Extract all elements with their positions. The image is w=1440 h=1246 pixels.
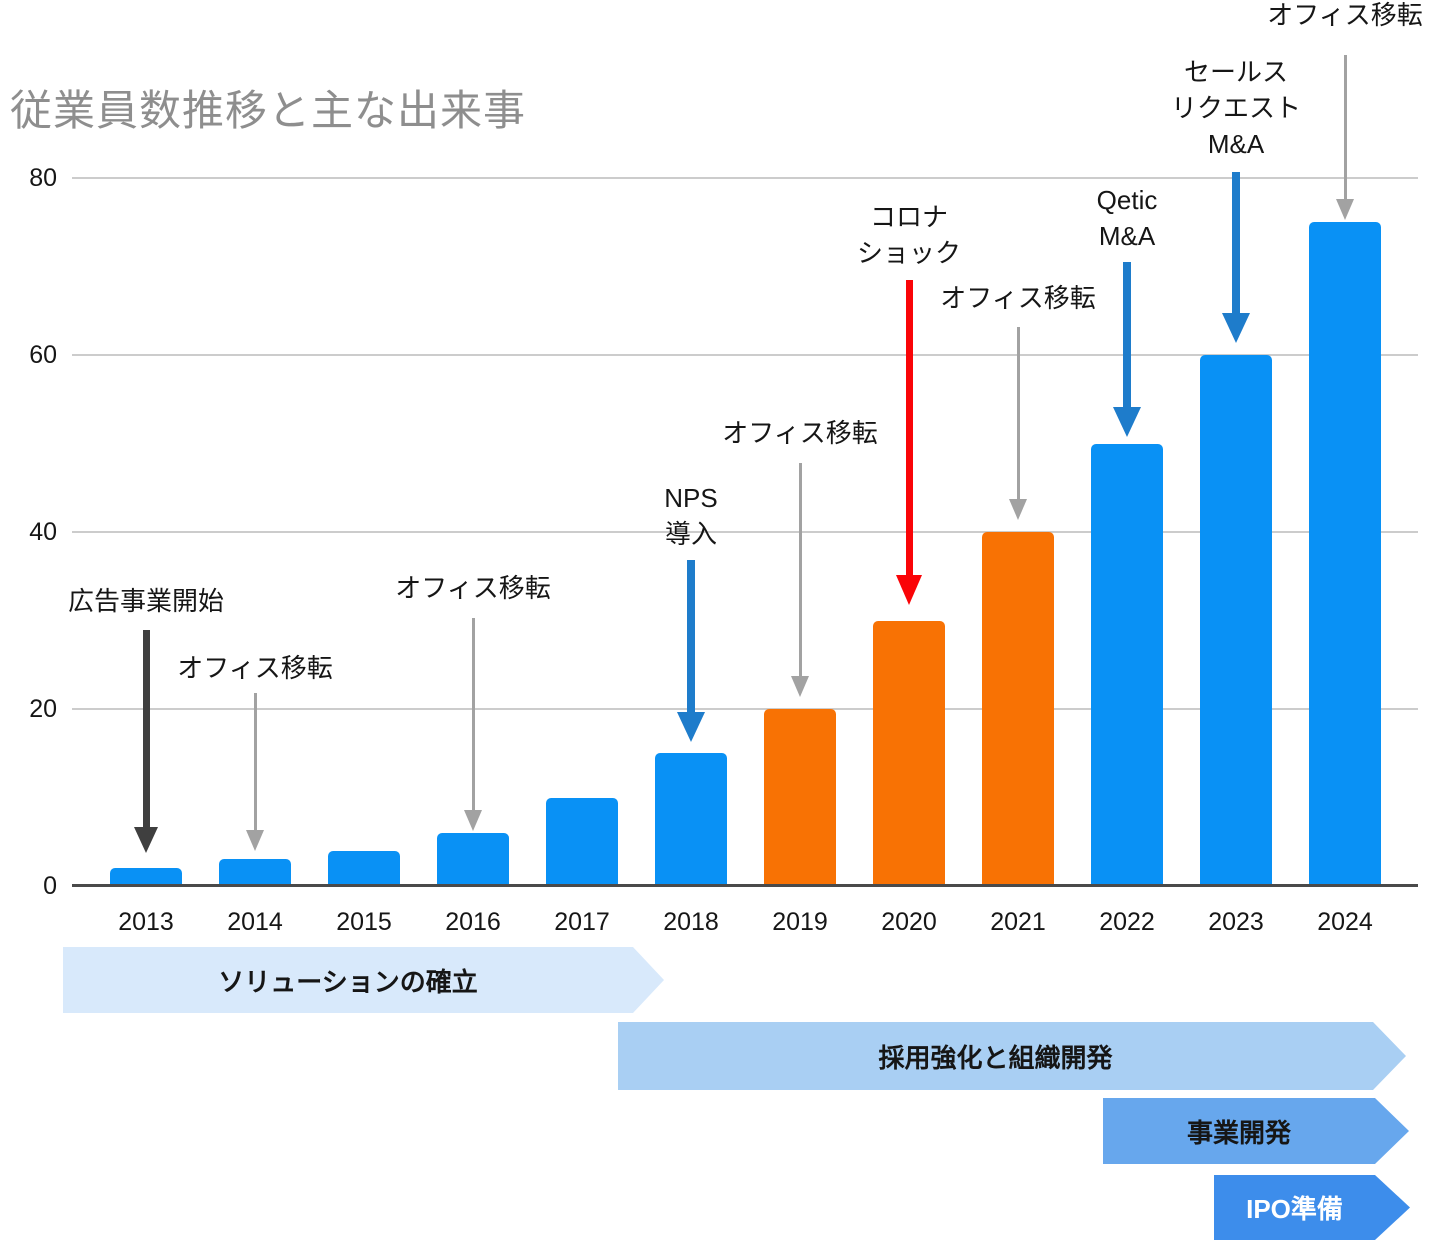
annotation-arrow-shaft-2024 — [1343, 55, 1347, 199]
y-tick-label-60: 60 — [29, 341, 57, 369]
annotation-line: Qetic — [1096, 185, 1158, 215]
annotation-line: ショック — [856, 238, 961, 268]
phase-band-1: ソリューションの確立 — [63, 947, 664, 1013]
x-tick-label-2015: 2015 — [336, 908, 392, 936]
phase-band-3: 事業開発 — [1103, 1098, 1409, 1164]
bar-2018 — [655, 753, 727, 885]
x-tick-label-2021: 2021 — [990, 908, 1046, 936]
annotation-arrow-head-2023 — [1222, 313, 1250, 343]
phase-band-4: IPO準備 — [1214, 1175, 1410, 1240]
annotation-label-2016: オフィス移転 — [313, 570, 633, 606]
annotation-line: オフィス移転 — [940, 283, 1096, 313]
gridline-60 — [72, 354, 1418, 356]
annotation-line: 導入 — [664, 519, 717, 549]
phase-label: ソリューションの確立 — [218, 966, 478, 997]
annotation-line: オフィス移転 — [722, 418, 878, 448]
phase-label: IPO準備 — [1246, 1194, 1343, 1224]
x-tick-label-2017: 2017 — [554, 908, 610, 936]
annotation-arrow-head-2022 — [1113, 407, 1141, 437]
annotation-arrow-shaft-2023 — [1232, 172, 1240, 313]
annotation-line: オフィス移転 — [177, 653, 333, 683]
annotation-label-2021: オフィス移転 — [858, 280, 1178, 316]
annotation-line: セールス — [1183, 57, 1288, 87]
annotation-arrow-head-2016 — [464, 810, 482, 831]
x-tick-label-2023: 2023 — [1208, 908, 1264, 936]
annotation-line: M&A — [1207, 129, 1265, 159]
y-tick-label-20: 20 — [29, 695, 57, 723]
gridline-40 — [72, 531, 1418, 533]
x-tick-label-2013: 2013 — [118, 908, 174, 936]
annotation-line: M&A — [1098, 221, 1156, 251]
x-tick-label-2016: 2016 — [445, 908, 501, 936]
x-tick-label-2024: 2024 — [1317, 908, 1373, 936]
annotation-label-2023: セールスリクエスト M&A — [1076, 54, 1396, 162]
annotation-arrow-shaft-2019 — [798, 463, 802, 676]
gridline-80 — [72, 177, 1418, 179]
annotation-label-2020: コロナ ショック — [749, 199, 1069, 271]
annotation-line: オフィス移転 — [395, 573, 551, 603]
chart-title: 従業員数推移と主な出来事 — [10, 87, 527, 134]
bar-2017 — [546, 797, 618, 885]
annotation-arrow-shaft-2013 — [142, 630, 150, 827]
annotation-arrow-head-2018 — [677, 712, 705, 742]
annotation-label-2024: オフィス移転 — [1185, 0, 1440, 33]
annotation-line: リクエスト — [1170, 93, 1301, 123]
phase-label: 事業開発 — [1186, 1117, 1291, 1148]
bar-2015 — [328, 850, 400, 885]
annotation-label-2014: オフィス移転 — [95, 650, 415, 686]
annotation-arrow-shaft-2020 — [905, 280, 913, 575]
bar-2020 — [873, 620, 945, 885]
bar-2021 — [982, 532, 1054, 885]
x-tick-label-2020: 2020 — [881, 908, 937, 936]
bar-2022 — [1091, 443, 1163, 885]
x-tick-label-2019: 2019 — [772, 908, 828, 936]
annotation-arrow-shaft-2022 — [1123, 262, 1131, 407]
annotation-arrow-shaft-2021 — [1016, 327, 1020, 499]
annotation-line: オフィス移転 — [1267, 0, 1423, 30]
annotation-arrow-head-2021 — [1009, 499, 1027, 520]
y-tick-label-0: 0 — [43, 872, 57, 900]
x-tick-label-2022: 2022 — [1099, 908, 1155, 936]
gridline-20 — [72, 708, 1418, 710]
annotation-arrow-head-2024 — [1336, 199, 1354, 220]
annotation-arrow-shaft-2014 — [253, 693, 257, 830]
bar-2013 — [110, 868, 182, 885]
annotation-line: コロナ — [869, 202, 948, 232]
x-tick-label-2018: 2018 — [663, 908, 719, 936]
annotation-label-2013: 広告事業開始 — [0, 583, 306, 619]
bar-2014 — [219, 859, 291, 885]
annotation-arrow-head-2019 — [791, 676, 809, 697]
annotation-arrow-head-2014 — [246, 830, 264, 851]
bar-2024 — [1309, 222, 1381, 885]
annotation-label-2022: Qetic M&A — [967, 182, 1287, 254]
bar-2019 — [764, 709, 836, 885]
annotation-label-2019: オフィス移転 — [640, 415, 960, 451]
annotation-label-2018: NPS 導入 — [531, 480, 851, 552]
annotation-line: NPS — [664, 483, 718, 513]
bar-2023 — [1200, 355, 1272, 885]
y-tick-label-80: 80 — [29, 164, 57, 192]
annotation-arrow-head-2020 — [896, 575, 922, 605]
annotation-arrow-shaft-2018 — [687, 560, 695, 712]
phase-band-2: 採用強化と組織開発 — [618, 1022, 1406, 1090]
bar-2016 — [437, 832, 509, 885]
x-tick-label-2014: 2014 — [227, 908, 283, 936]
annotation-arrow-shaft-2016 — [471, 618, 475, 810]
x-axis-line — [72, 884, 1418, 887]
y-tick-label-40: 40 — [29, 518, 57, 546]
annotation-line: 広告事業開始 — [67, 586, 224, 616]
phase-label: 採用強化と組織開発 — [878, 1042, 1113, 1073]
annotation-arrow-head-2013 — [134, 827, 158, 853]
